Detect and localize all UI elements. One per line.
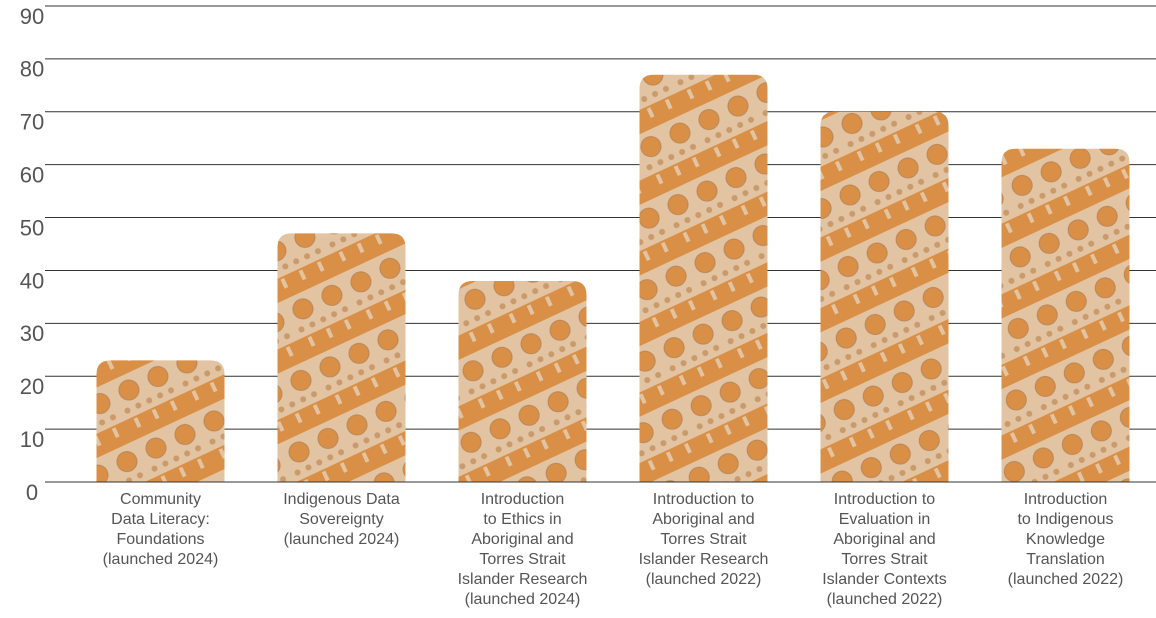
x-tick-label: Introduction to Evaluation in Aboriginal… [822, 491, 947, 608]
y-tick-label: 60 [20, 162, 44, 187]
y-tick-label: 50 [20, 215, 44, 240]
bar [820, 111, 949, 483]
bar [639, 74, 768, 482]
bar [458, 281, 587, 482]
y-tick-label: 40 [20, 268, 44, 293]
x-tick-label: Indigenous Data Sovereignty (launched 20… [283, 491, 400, 548]
y-tick-label: 80 [20, 57, 44, 82]
y-tick-label: 10 [20, 427, 44, 452]
bar [96, 360, 225, 482]
x-tick-label: Introduction to Indigenous Knowledge Tra… [1007, 491, 1124, 588]
y-tick-label: 70 [20, 110, 44, 135]
y-tick-label: 30 [20, 321, 44, 346]
y-tick-label: 0 [26, 480, 38, 505]
x-tick-label: Community Data Literacy: Foundations (la… [102, 491, 219, 568]
y-tick-label: 90 [20, 4, 44, 29]
bar [277, 233, 406, 482]
y-tick-label: 20 [20, 374, 44, 399]
x-tick-label: Introduction to Ethics in Aboriginal and… [457, 491, 588, 608]
x-tick-label: Introduction to Aboriginal and Torres St… [638, 491, 769, 588]
bar [1001, 148, 1130, 483]
